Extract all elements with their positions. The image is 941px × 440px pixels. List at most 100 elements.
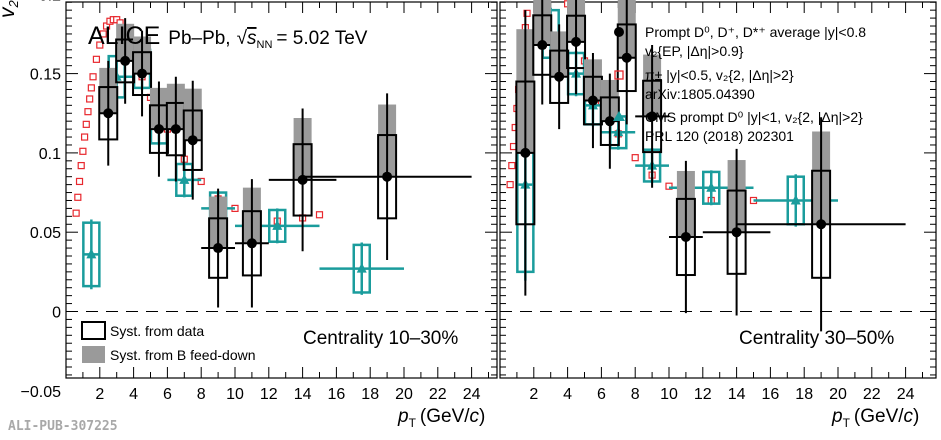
alice-syst-box	[182, 109, 203, 171]
pion-marker	[197, 177, 205, 186]
alice-marker	[680, 231, 691, 242]
alice-syst-box	[132, 51, 153, 97]
alice-syst-box	[515, 80, 536, 226]
x-tick-label: 20	[829, 386, 847, 403]
x-tick-label: 10	[226, 386, 244, 403]
pion-marker	[89, 73, 97, 81]
cms-syst-box	[82, 221, 101, 288]
alice-header: ALICE Pb–Pb, √sNN = 5.02 TeV	[88, 22, 368, 51]
cms-syst-box	[268, 208, 287, 243]
x-tick-label: 18	[361, 386, 379, 403]
alice-syst-box	[675, 197, 696, 277]
cms-syst-box	[702, 170, 721, 205]
pion-marker	[74, 193, 82, 201]
pion-marker	[92, 55, 101, 63]
alice-syst-box	[616, 23, 637, 93]
alice-marker	[554, 71, 565, 82]
x-tick-label: 16	[762, 386, 780, 403]
syst-bfeed-swatch	[82, 346, 105, 363]
x-tick-label: 6	[597, 386, 606, 403]
alice-marker	[170, 124, 181, 135]
x-tick-label: 8	[631, 386, 640, 403]
legend-alice-line1: Prompt D⁰, D⁺, D*⁺ average |y|<0.8	[645, 24, 866, 40]
y-tick-label: 0.2	[39, 0, 61, 4]
pion-marker	[523, 9, 531, 17]
pion-marker	[631, 154, 639, 162]
alice-marker	[187, 135, 198, 146]
x-tick-label: 18	[795, 386, 813, 403]
syst-data-swatch	[81, 321, 106, 340]
legend-pion-line1: π± |y|<0.5, v₂{2, |Δη|>2}	[645, 67, 794, 83]
pion-marker	[99, 30, 107, 38]
alice-marker	[520, 147, 531, 158]
x-tick-label: 14	[728, 386, 746, 403]
cms-marker	[706, 181, 717, 192]
alice-marker	[587, 95, 598, 106]
alice-marker	[647, 111, 658, 122]
x-tick-label: 2	[529, 386, 538, 403]
syst-legend: Syst. from data Syst. from B feed-down	[81, 321, 256, 363]
x-tick-label: 20	[395, 386, 413, 403]
pion-marker	[79, 147, 87, 155]
x-tick-label: 12	[260, 386, 278, 403]
syst-bfeed-label: Syst. from B feed-down	[110, 347, 256, 363]
alice-syst-box	[549, 49, 570, 104]
alice-marker	[153, 124, 164, 135]
alice-marker	[731, 227, 742, 238]
centrality-left: Centrality 10–30%	[303, 328, 458, 349]
alice-syst-box	[377, 134, 398, 220]
pion-marker	[77, 161, 85, 170]
centrality-right: Centrality 30–50%	[739, 328, 894, 349]
x-tick-label: 8	[197, 386, 206, 403]
alice-syst-box	[292, 143, 313, 217]
alice-marker	[120, 55, 131, 66]
legend-pion-line2: arXiv:1805.04390	[645, 86, 755, 102]
cms-marker	[790, 194, 801, 205]
y-tick-label: −0.05	[21, 384, 62, 401]
legend-alice-line2: v₂{EP, |Δη|>0.9}	[645, 43, 744, 59]
pion-marker	[86, 95, 94, 103]
pion-marker	[315, 211, 324, 219]
x-tick-label: 24	[463, 386, 481, 403]
alice-syst-box	[599, 96, 620, 146]
pion-marker	[506, 181, 514, 189]
cms-syst-box	[352, 243, 371, 294]
alice-syst-box	[726, 189, 747, 275]
x-tick-label: 4	[563, 386, 572, 403]
x-tick-label: 14	[294, 386, 312, 403]
x-tick-label: 16	[328, 386, 346, 403]
x-tick-label: 24	[897, 386, 915, 403]
legend-marker-alice	[614, 27, 624, 37]
y-axis-title: v2	[0, 0, 21, 18]
alice-syst-box	[811, 169, 832, 279]
alice-marker	[816, 219, 827, 230]
syst-data-label: Syst. from data	[110, 323, 204, 339]
alice-syst-box	[642, 79, 663, 154]
pion-marker	[665, 182, 673, 190]
x-tick-label: 4	[129, 386, 138, 403]
y-tick-label: 0.1	[39, 146, 61, 163]
alice-marker	[137, 68, 148, 79]
y-tick-label: 0.15	[30, 67, 61, 84]
y-tick-label: 0.05	[30, 225, 61, 242]
pion-marker	[80, 133, 89, 141]
x-axis-title-right: pT (GeV/c)	[831, 406, 919, 430]
alice-marker	[382, 171, 393, 182]
alice-marker	[571, 36, 582, 47]
alice-marker	[604, 116, 615, 127]
pion-marker	[72, 209, 80, 217]
pion-marker	[96, 41, 104, 49]
legend-marker-pion	[614, 70, 624, 80]
alice-syst-box	[241, 210, 262, 277]
legend-cms-line1: CMS prompt D⁰ |y|<1, v₂{2, |Δη|>2}	[645, 109, 863, 125]
alice-syst-box	[98, 86, 119, 141]
alice-marker	[246, 238, 257, 249]
x-tick-label: 10	[660, 386, 678, 403]
legend-cms-line2: PRL 120 (2018) 202301	[645, 128, 794, 144]
alice-syst-box	[208, 217, 229, 279]
pub-tag: ALI-PUB-307225	[8, 419, 118, 434]
cms-marker	[179, 173, 190, 184]
alice-marker	[213, 243, 224, 254]
pion-marker	[508, 161, 516, 170]
